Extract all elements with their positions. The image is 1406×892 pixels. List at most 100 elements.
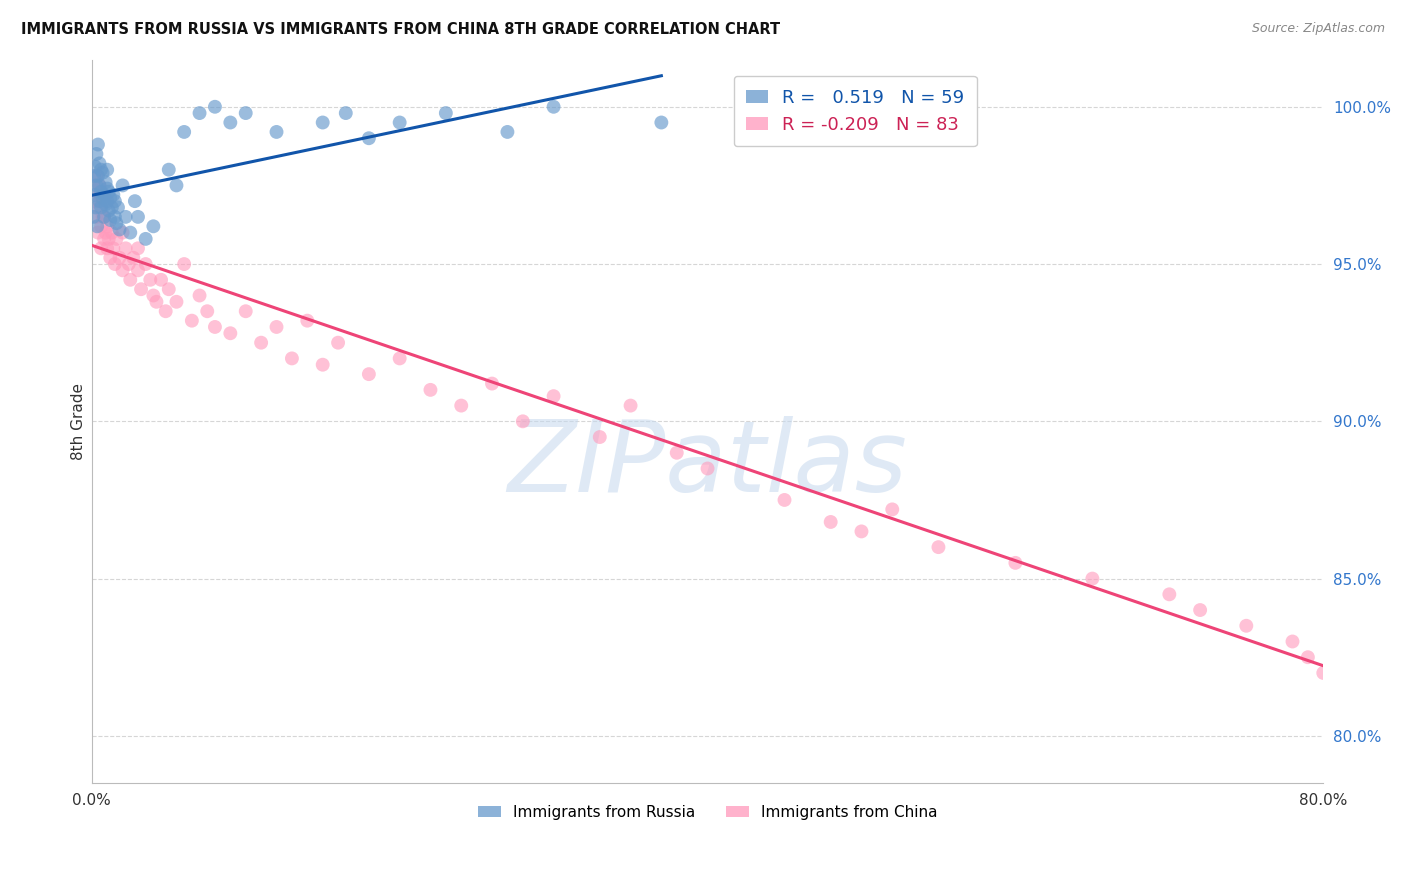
Point [419,383,441,397]
Point [83,194,105,208]
Point [93,232,115,246]
Point [86,219,108,234]
Point [820,515,842,529]
Point [108,251,131,265]
Point [103,187,125,202]
Text: Source: ZipAtlas.com: Source: ZipAtlas.com [1251,22,1385,36]
Point [111,226,134,240]
Point [86,147,108,161]
Point [91,191,114,205]
Point [173,257,195,271]
Point [96,194,118,208]
Point [388,115,411,129]
Point [91,210,114,224]
Point [1159,587,1181,601]
Point [87,187,110,202]
Text: IMMIGRANTS FROM RUSSIA VS IMMIGRANTS FROM CHINA 8TH GRADE CORRELATION CHART: IMMIGRANTS FROM RUSSIA VS IMMIGRANTS FRO… [21,22,780,37]
Point [1343,640,1365,655]
Point [91,166,114,180]
Text: ZIPatlas: ZIPatlas [508,417,907,513]
Point [166,178,188,193]
Point [111,178,134,193]
Point [150,273,173,287]
Point [127,241,149,255]
Point [101,226,124,240]
Point [98,191,121,205]
Point [312,358,335,372]
Point [94,226,117,240]
Point [96,162,118,177]
Point [204,320,226,334]
Point [114,210,136,224]
Point [104,210,127,224]
Point [266,125,288,139]
Point [1234,619,1257,633]
Point [103,241,125,255]
Point [83,187,105,202]
Point [142,219,165,234]
Point [89,156,111,170]
Point [188,106,211,120]
Point [281,351,304,366]
Point [91,187,114,202]
Point [96,241,118,255]
Point [650,115,672,129]
Point [204,100,226,114]
Point [105,216,128,230]
Point [139,273,162,287]
Point [127,263,149,277]
Point [450,399,472,413]
Point [90,185,112,199]
Point [101,201,124,215]
Point [1189,603,1212,617]
Point [512,414,534,428]
Point [89,178,111,193]
Point [219,115,242,129]
Point [496,125,519,139]
Point [120,273,142,287]
Point [105,232,128,246]
Point [93,210,115,224]
Point [219,326,242,341]
Point [89,194,111,208]
Point [87,169,110,183]
Point [129,282,152,296]
Point [173,125,195,139]
Point [335,106,357,120]
Point [86,210,108,224]
Point [89,178,111,193]
Point [1374,659,1396,673]
Point [135,232,157,246]
Point [120,226,142,240]
Point [543,389,565,403]
Point [1405,681,1406,696]
Point [696,461,718,475]
Point [90,162,112,177]
Point [882,502,904,516]
Point [188,288,211,302]
Point [1312,665,1334,680]
Point [235,304,257,318]
Point [250,335,273,350]
Point [98,251,121,265]
Point [357,367,380,381]
Point [312,115,335,129]
Point [773,492,796,507]
Point [122,251,145,265]
Point [1296,650,1319,665]
Point [87,226,110,240]
Point [155,304,177,318]
Point [357,131,380,145]
Point [104,257,127,271]
Point [82,178,104,193]
Point [127,210,149,224]
Point [195,304,218,318]
Point [94,197,117,211]
Point [851,524,873,539]
Point [166,294,188,309]
Point [87,137,110,152]
Point [90,241,112,255]
Point [96,219,118,234]
Point [86,178,108,193]
Point [1281,634,1303,648]
